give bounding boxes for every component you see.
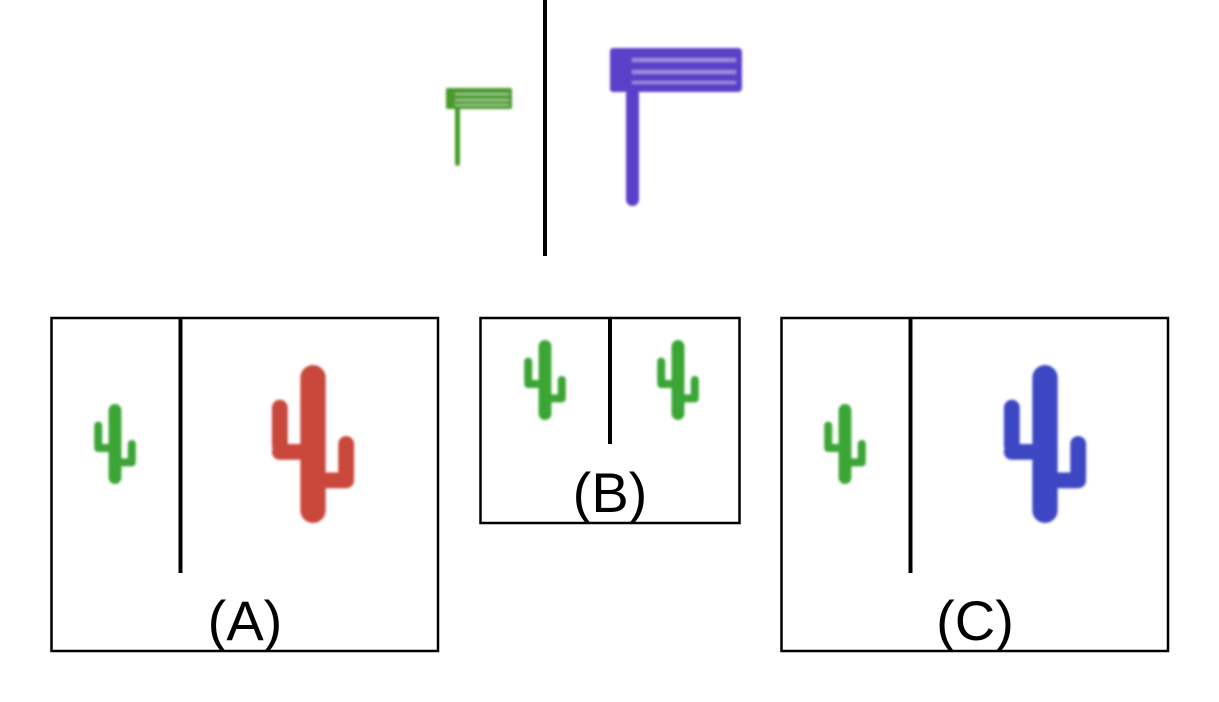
cactus-icon xyxy=(824,404,866,484)
option-c-panel[interactable] xyxy=(780,316,1170,653)
option-b-label[interactable]: (B) xyxy=(572,461,648,524)
cactus-icon xyxy=(1003,365,1087,523)
cactus-icon xyxy=(657,340,699,420)
cactus-icon xyxy=(271,365,355,523)
option-c-label[interactable]: (C) xyxy=(936,589,1014,652)
rattle-icon xyxy=(446,88,512,166)
option-a-frame xyxy=(50,316,440,653)
prompt-panel xyxy=(446,0,742,256)
option-a-label[interactable]: (A) xyxy=(207,589,283,652)
cactus-icon xyxy=(94,404,136,484)
rattle-icon xyxy=(610,48,742,206)
cactus-icon xyxy=(524,340,566,420)
option-b-panel[interactable] xyxy=(479,316,741,525)
option-a-panel[interactable] xyxy=(50,316,440,653)
option-c-frame xyxy=(780,316,1170,653)
